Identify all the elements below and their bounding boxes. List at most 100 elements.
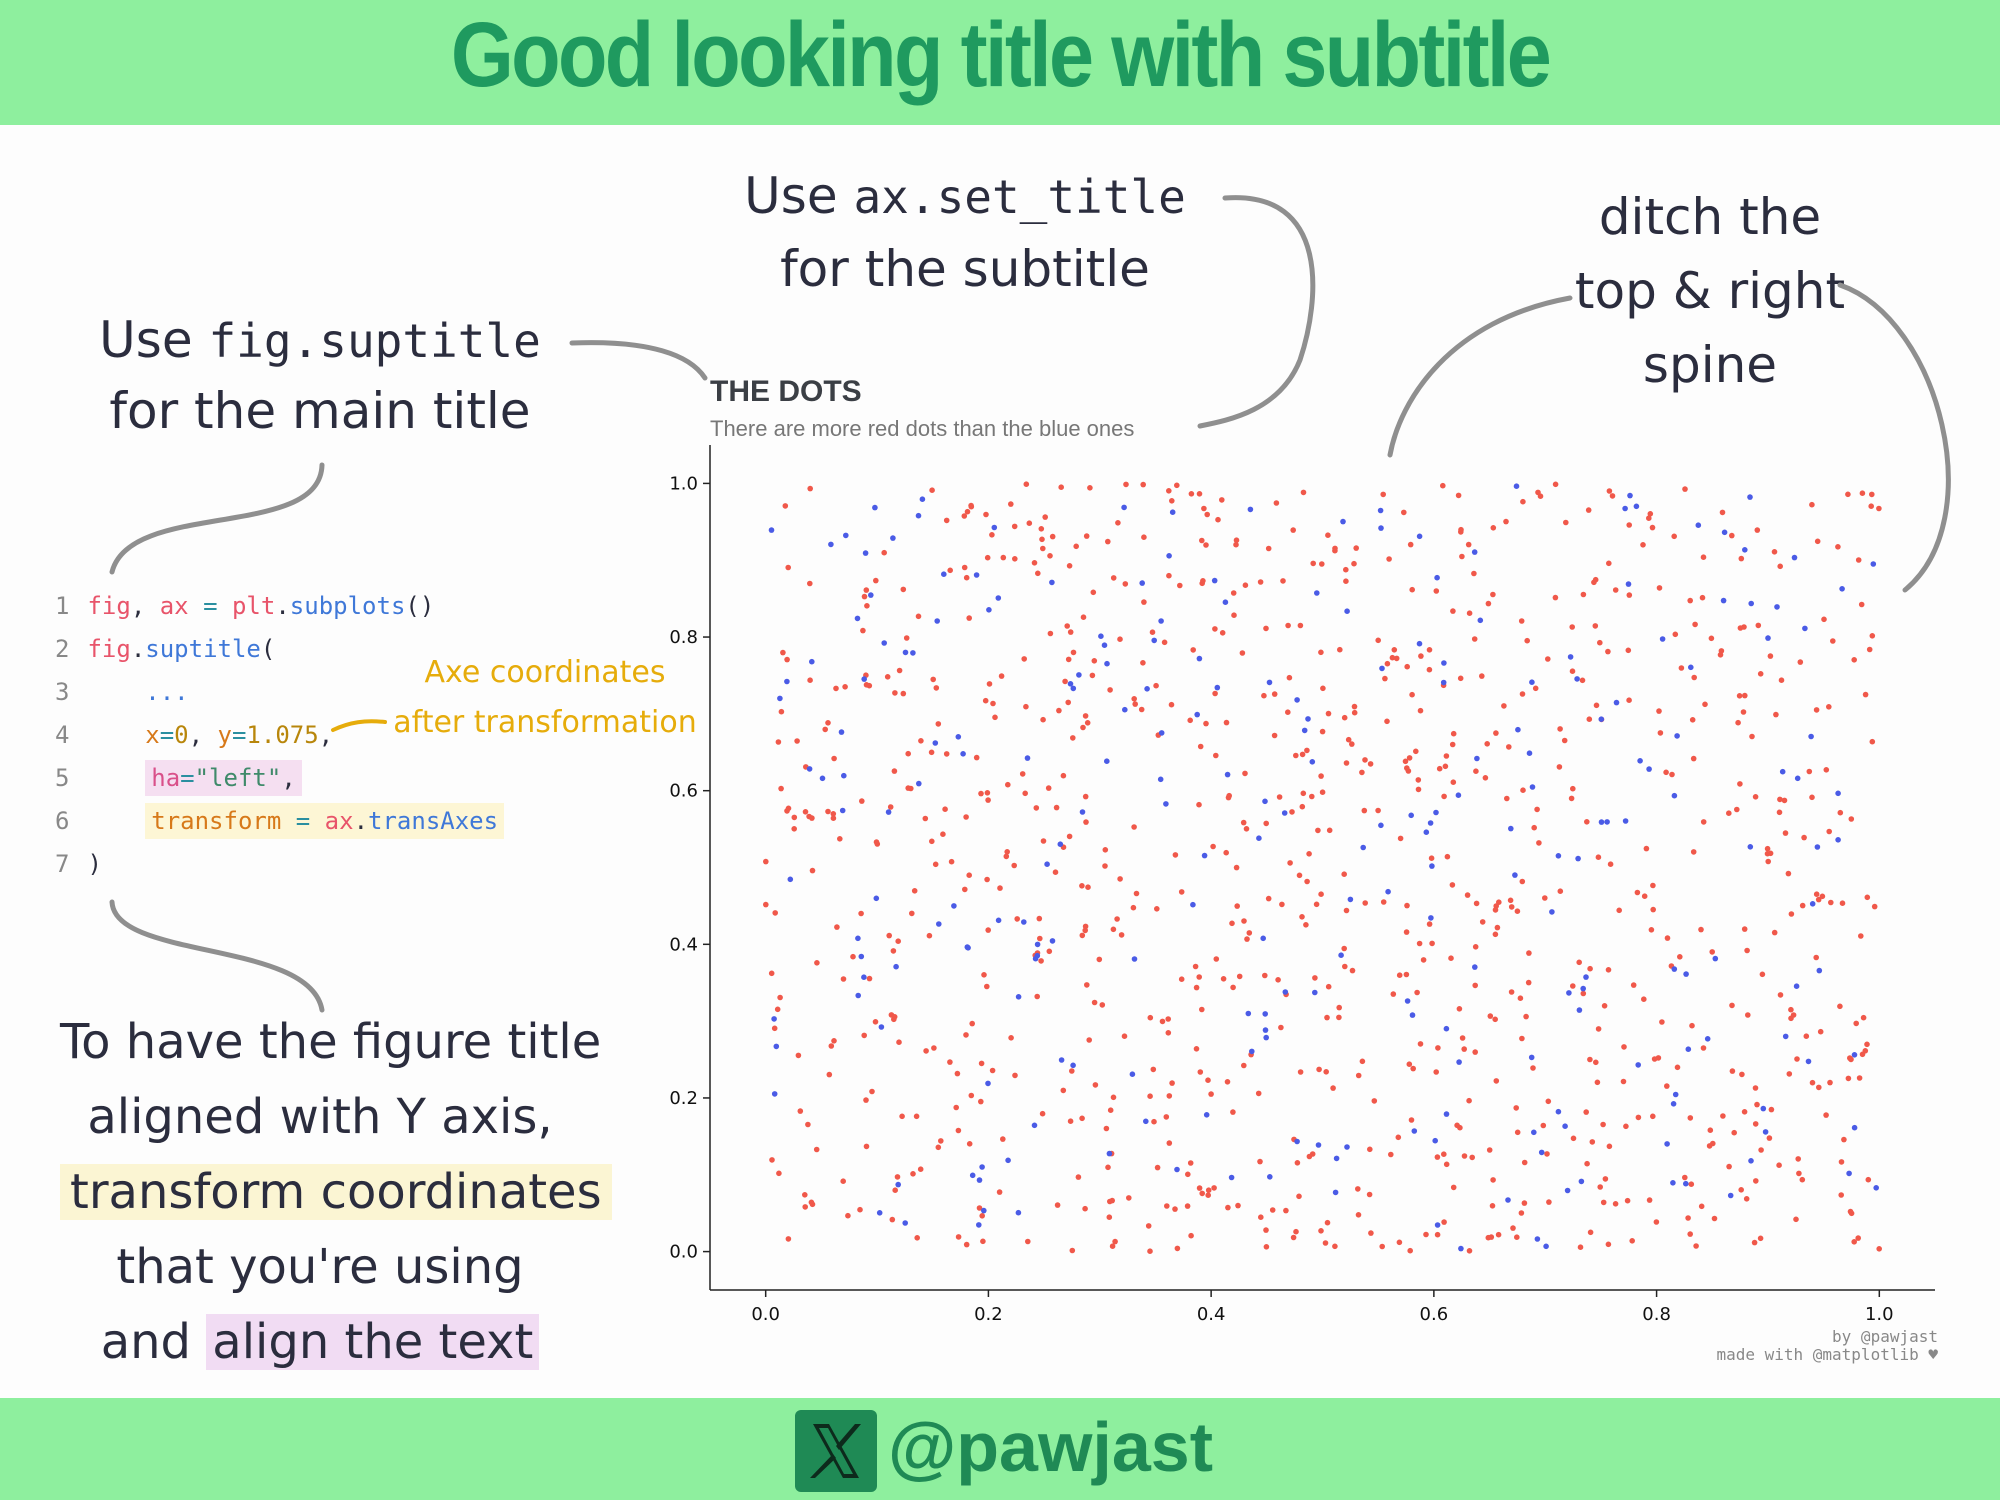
blue-dot	[1534, 1236, 1541, 1242]
line-number: 1	[55, 592, 70, 620]
red-dot	[1304, 747, 1310, 754]
x-tick-label: 0.4	[1197, 1304, 1226, 1325]
blue-dot	[1049, 938, 1056, 944]
red-dot	[1203, 720, 1209, 727]
red-dot	[1368, 1230, 1374, 1236]
red-dot	[1343, 578, 1349, 584]
red-dot	[1283, 1207, 1289, 1214]
blue-dot	[1512, 872, 1518, 878]
red-dot	[1830, 638, 1836, 644]
red-dot	[845, 1212, 851, 1219]
blue-dot	[1263, 1034, 1269, 1041]
blue-dot	[1196, 655, 1203, 662]
red-dot	[1271, 691, 1278, 697]
red-dot	[1587, 965, 1593, 972]
blue-dot	[1379, 665, 1385, 672]
red-dot	[1141, 599, 1147, 605]
red-dot	[1766, 1135, 1773, 1141]
red-dot	[1014, 916, 1020, 922]
blue-dot	[1664, 1141, 1670, 1147]
red-dot	[807, 580, 813, 587]
red-dot	[1776, 1162, 1782, 1168]
red-dot	[1450, 1184, 1457, 1191]
red-dot	[1513, 1105, 1519, 1111]
blue-dot	[1808, 733, 1814, 740]
red-dot	[1484, 741, 1490, 747]
blue-dot	[1809, 901, 1816, 907]
x-logo-glyph	[810, 1424, 861, 1478]
red-dot	[1033, 805, 1040, 811]
red-dot	[1540, 1122, 1547, 1129]
blue-dot	[1214, 684, 1221, 691]
blue-dot	[1247, 506, 1254, 513]
red-dot	[1263, 1227, 1269, 1233]
red-dot	[830, 811, 837, 817]
x-tick-label: 0.0	[751, 1304, 780, 1325]
blue-dot	[771, 1016, 777, 1022]
red-dot	[1806, 768, 1813, 775]
red-dot	[1799, 902, 1806, 909]
red-dot	[1052, 869, 1059, 875]
blue-dot	[1529, 679, 1535, 685]
red-dot	[1521, 1159, 1528, 1166]
red-dot	[1257, 579, 1264, 585]
red-dot	[1420, 957, 1427, 963]
blue-dot	[1377, 507, 1384, 514]
red-dot	[1593, 702, 1600, 709]
blue-dot	[1416, 640, 1423, 647]
code-token: transAxes	[368, 807, 499, 835]
blue-dot	[1513, 483, 1520, 490]
red-dot	[1788, 1006, 1794, 1013]
red-dot	[1869, 491, 1875, 498]
red-dot	[947, 567, 953, 574]
code-token: )	[73, 850, 102, 878]
red-dot	[1441, 793, 1447, 800]
red-dot	[1286, 674, 1293, 681]
arrow-spine-left	[1387, 295, 1573, 458]
blue-dot	[1203, 1112, 1210, 1118]
red-dot	[1473, 768, 1479, 774]
red-dot	[1047, 553, 1053, 559]
red-dot	[984, 983, 990, 990]
red-dot	[1388, 1151, 1394, 1158]
red-dot	[929, 838, 935, 845]
red-dot	[1625, 647, 1632, 654]
red-dot	[1086, 1037, 1092, 1043]
red-dot	[892, 1187, 898, 1193]
blue-dot	[1549, 909, 1555, 915]
red-dot	[1868, 503, 1874, 510]
red-dot	[914, 1235, 920, 1241]
blue-dot	[1528, 1054, 1535, 1061]
red-dot	[1060, 772, 1067, 779]
blue-dot	[1433, 809, 1439, 816]
red-dot	[1239, 650, 1246, 656]
blue-dot	[1143, 1118, 1149, 1125]
red-dot	[1657, 730, 1664, 736]
red-dot	[1205, 1192, 1211, 1198]
red-dot	[1320, 685, 1326, 692]
blue-dot	[1245, 1010, 1252, 1017]
footer-handle: @pawjast	[888, 1408, 1214, 1486]
red-dot	[1304, 878, 1310, 885]
code-token: .	[275, 592, 290, 620]
red-dot	[1337, 646, 1343, 653]
line-number: 5	[55, 764, 70, 792]
blue-dot	[1727, 1192, 1734, 1199]
red-dot	[1110, 1094, 1117, 1101]
blue-dot	[1333, 1155, 1340, 1162]
blue-dot	[951, 903, 957, 909]
red-dot	[913, 1113, 920, 1120]
red-dot	[984, 554, 991, 561]
red-dot	[1530, 1065, 1536, 1071]
red-dot	[1771, 929, 1778, 936]
red-dot	[1486, 1147, 1493, 1153]
red-dot	[1070, 649, 1077, 656]
red-dot	[1011, 523, 1018, 530]
blue-dot	[885, 809, 892, 815]
red-dot	[1040, 545, 1046, 552]
red-dot	[1429, 940, 1435, 947]
red-dot	[1855, 557, 1862, 563]
red-dot	[1690, 755, 1697, 762]
credit: by @pawjast made with @matplotlib ♥	[1716, 1328, 1938, 1364]
blue-dot	[941, 571, 947, 577]
